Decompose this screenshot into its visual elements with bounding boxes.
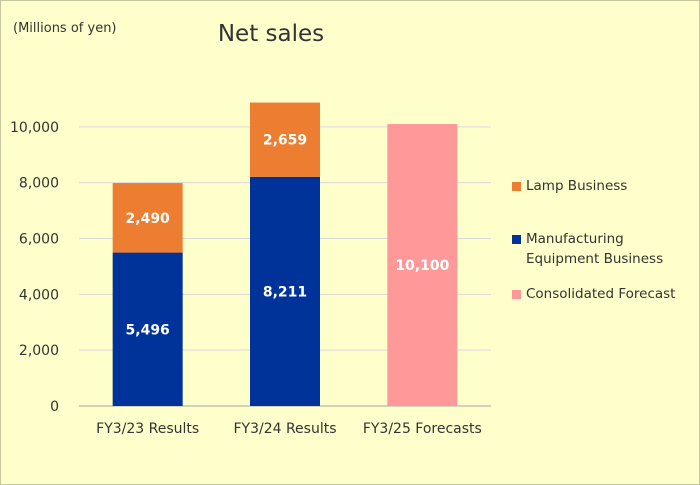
unit-label: (Millions of yen)	[13, 21, 117, 36]
legend-label: Lamp Business	[526, 178, 628, 194]
legend-item: Lamp Business	[512, 176, 627, 196]
legend-swatch	[512, 290, 521, 299]
bar-segment	[112, 252, 183, 406]
x-tick-label: FY3/23 Results	[96, 421, 199, 437]
x-tick-label: FY3/24 Results	[233, 421, 336, 437]
bar-segment	[250, 102, 320, 177]
data-label: 5,496	[126, 322, 170, 338]
y-tick-label: 10,000	[10, 120, 59, 136]
y-tick-label: 6,000	[19, 232, 59, 248]
bar-segment	[250, 176, 320, 406]
legend-item: Manufacturing Equipment Business	[512, 229, 663, 269]
legend-swatch	[512, 235, 521, 244]
data-label: 10,100	[395, 258, 449, 274]
data-label: 2,490	[126, 211, 171, 227]
legend-label: Consolidated Forecast	[526, 286, 676, 302]
y-tick-label: 2,000	[19, 343, 59, 359]
chart-title: Net sales	[218, 21, 324, 47]
y-axis: 0 2,000 4,000 6,000 8,000 10,000	[10, 120, 59, 415]
y-tick-label: 8,000	[19, 176, 59, 192]
y-tick-label: 0	[50, 399, 59, 415]
data-label: 8,211	[263, 284, 307, 300]
legend-swatch	[512, 182, 521, 191]
bar-segment	[112, 183, 183, 253]
y-tick-label: 4,000	[19, 287, 59, 303]
bars: 5,496 2,490 8,211 2,659 10,100	[112, 102, 458, 407]
data-label: 2,659	[263, 133, 307, 149]
x-tick-label: FY3/25 Forecasts	[363, 421, 482, 437]
x-axis: FY3/23 Results FY3/24 Results FY3/25 Forec…	[96, 421, 482, 437]
bar-segment	[387, 124, 458, 407]
legend-label: Manufacturing Equipment Business	[526, 231, 664, 267]
legend-item: Consolidated Forecast	[512, 284, 675, 304]
